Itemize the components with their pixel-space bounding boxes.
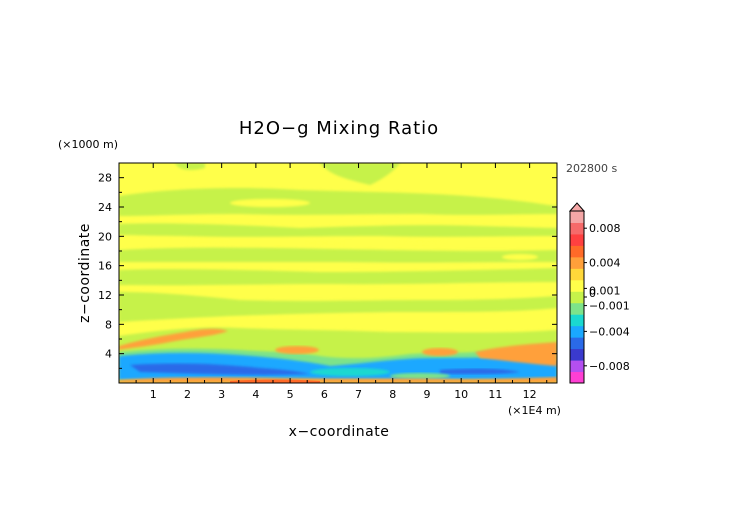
band-mid-1	[119, 223, 557, 237]
band-mid-4	[119, 292, 557, 322]
colorbar-swatch	[570, 325, 584, 338]
x-tick-label: 6	[321, 388, 328, 401]
x-unit-label: (×1E4 m)	[508, 404, 561, 417]
y-axis: 4 8 12 16 20 24 28	[98, 172, 557, 369]
y-axis-label: z−coordinate	[77, 223, 93, 323]
colorbar-swatch	[570, 233, 584, 246]
y-tick-label: 20	[98, 230, 112, 243]
heatmap-field	[119, 163, 557, 383]
x-tick-label: 1	[150, 388, 157, 401]
negative-core-2	[440, 368, 520, 375]
positive-patch-1	[275, 346, 319, 354]
colorbar-extend-arrow	[568, 202, 586, 212]
yellow-patch-5	[230, 199, 310, 207]
x-tick-label: 11	[488, 388, 502, 401]
band-top-1	[175, 163, 205, 171]
x-tick-label: 10	[454, 388, 468, 401]
colorbar-label: −0.008	[589, 360, 630, 373]
band-top-2	[320, 163, 400, 185]
positive-tongue	[119, 328, 228, 350]
y-tick-label: 28	[98, 172, 112, 185]
x-tick-label: 12	[523, 388, 537, 401]
x-tick-label: 4	[252, 388, 259, 401]
chart-title: H2O−g Mixing Ratio	[239, 118, 439, 139]
band-mid-2	[119, 247, 557, 263]
x-tick-label: 3	[218, 388, 225, 401]
colorbar-swatch	[570, 222, 584, 235]
pocket-2	[390, 373, 450, 379]
plot-frame	[118, 162, 558, 384]
positive-patch-3	[475, 342, 557, 366]
colorbar-swatch	[570, 348, 584, 361]
y-tick-label: 8	[105, 318, 112, 331]
yellow-patch-1	[183, 237, 227, 245]
positive-patch-2	[422, 348, 458, 356]
y-tick-label: 12	[98, 289, 112, 302]
colorbar-label: −0.001	[589, 300, 630, 313]
colorbar-label: 0.008	[589, 222, 621, 235]
time-label: 202800 s	[566, 162, 617, 175]
yellow-patch-2	[307, 240, 343, 246]
y-tick-label: 4	[105, 348, 112, 361]
band-mid-3	[119, 268, 557, 286]
negative-core-1	[130, 363, 310, 375]
colorbar-swatch	[570, 371, 584, 384]
colorbar-label: 0.004	[589, 257, 621, 270]
y-tick-label: 16	[98, 260, 112, 273]
colorbar-swatch	[570, 337, 584, 350]
x-tick-label: 2	[184, 388, 191, 401]
x-tick-label: 9	[423, 388, 430, 401]
x-axis-label: x−coordinate	[289, 424, 390, 440]
pocket-1	[310, 368, 390, 376]
yellow-patch-4	[502, 254, 538, 260]
y-tick-label: 24	[98, 201, 112, 214]
colorbar-label: −0.004	[589, 325, 630, 338]
colorbar-swatch	[570, 211, 584, 223]
surface-positive-core	[230, 379, 320, 383]
surface-positive-layer	[119, 377, 557, 383]
colorbar-swatch	[570, 302, 584, 315]
y-unit-label: (×1000 m)	[58, 138, 118, 151]
colorbar-swatch	[570, 360, 584, 373]
x-tick-label: 8	[389, 388, 396, 401]
colorbar-swatch	[570, 268, 584, 281]
colorbar-label: 0	[589, 287, 596, 300]
x-tick-label: 7	[355, 388, 362, 401]
band-upper	[119, 188, 557, 216]
colorbar-swatch	[570, 279, 584, 292]
colorbar-swatch	[570, 256, 584, 269]
x-axis: 1 2 3 4 5 6 7 8 9 10 11 12	[135, 163, 548, 401]
colorbar-swatch	[570, 245, 584, 258]
colorbar-label: 0.001	[589, 284, 621, 297]
x-tick-label: 5	[287, 388, 294, 401]
colorbar-swatch	[570, 314, 584, 327]
colorbar-swatch	[570, 291, 584, 304]
yellow-patch-3	[394, 237, 446, 243]
